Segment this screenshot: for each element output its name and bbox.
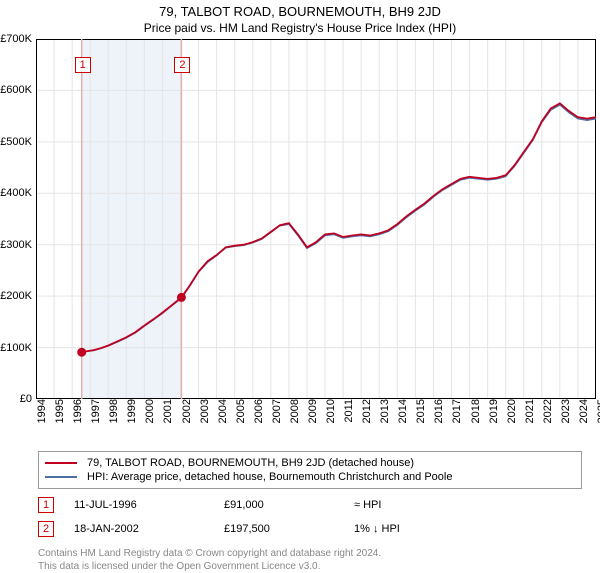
transaction-date: 18-JAN-2002	[74, 523, 224, 535]
legend-swatch	[45, 462, 77, 464]
transaction-row: 1 11-JUL-1996£91,000≈ HPI	[38, 497, 582, 513]
transaction-price: £197,500	[224, 523, 354, 535]
transaction-marker: 1	[38, 497, 54, 513]
transaction-date: 11-JUL-1996	[74, 499, 224, 511]
legend-item: 79, TALBOT ROAD, BOURNEMOUTH, BH9 2JD (d…	[45, 456, 575, 470]
bottom-panel: 79, TALBOT ROAD, BOURNEMOUTH, BH9 2JD (d…	[38, 451, 582, 573]
x-axis-label: 2025	[584, 399, 600, 423]
chart-subtitle: Price paid vs. HM Land Registry's House …	[0, 21, 600, 35]
plot-area: £0£100K£200K£300K£400K£500K£600K£700K199…	[36, 39, 596, 399]
transaction-row: 2 18-JAN-2002£197,5001% ↓ HPI	[38, 521, 582, 537]
transactions-list: 1 11-JUL-1996£91,000≈ HPI 2 18-JAN-2002£197…	[38, 497, 582, 537]
transaction-relative: 1% ↓ HPI	[354, 523, 400, 535]
legend-label: HPI: Average price, detached house, Bour…	[87, 471, 452, 483]
transaction-marker: 2	[38, 521, 54, 537]
legend-label: 79, TALBOT ROAD, BOURNEMOUTH, BH9 2JD (d…	[87, 457, 414, 469]
y-axis-label: £200K	[0, 290, 36, 302]
y-axis-label: £100K	[0, 342, 36, 354]
legend-item: HPI: Average price, detached house, Bour…	[45, 470, 575, 484]
y-axis-label: £300K	[0, 239, 36, 251]
legend-box: 79, TALBOT ROAD, BOURNEMOUTH, BH9 2JD (d…	[38, 451, 582, 489]
chart-title: 79, TALBOT ROAD, BOURNEMOUTH, BH9 2JD	[0, 4, 600, 19]
y-axis-label: £500K	[0, 136, 36, 148]
chart-svg	[36, 39, 596, 399]
legend-swatch	[45, 476, 77, 478]
y-axis-label: £400K	[0, 187, 36, 199]
y-axis-label: £700K	[0, 33, 36, 45]
marker-label: 2	[174, 57, 190, 73]
transaction-price: £91,000	[224, 499, 354, 511]
transaction-relative: ≈ HPI	[354, 499, 381, 511]
copyright-text: Contains HM Land Registry data © Crown c…	[38, 547, 582, 573]
y-axis-label: £600K	[0, 84, 36, 96]
marker-label: 1	[75, 57, 91, 73]
